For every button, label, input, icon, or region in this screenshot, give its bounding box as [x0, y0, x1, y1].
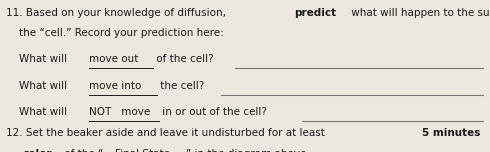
Text: What will: What will [6, 107, 70, 117]
Text: color: color [23, 149, 52, 152]
Text: Final State: Final State [116, 149, 171, 152]
Text: of the “: of the “ [61, 149, 103, 152]
Text: 11. Based on your knowledge of diffusion,: 11. Based on your knowledge of diffusion… [6, 8, 229, 18]
Text: the cell?: the cell? [156, 81, 204, 91]
Text: move: move [118, 107, 150, 117]
Text: what will happen to the substances inside and outside of: what will happen to the substances insid… [348, 8, 490, 18]
Text: predict: predict [294, 8, 336, 18]
Text: the “cell.” Record your prediction here:: the “cell.” Record your prediction here: [6, 28, 223, 38]
Text: of the cell?: of the cell? [153, 54, 213, 64]
Text: NOT: NOT [89, 107, 111, 117]
Text: in or out of the cell?: in or out of the cell? [159, 107, 267, 117]
Text: 12. Set the beaker aside and leave it undisturbed for at least: 12. Set the beaker aside and leave it un… [6, 128, 328, 138]
Text: What will: What will [6, 81, 70, 91]
Text: move into: move into [89, 81, 141, 91]
Text: move out: move out [89, 54, 138, 64]
Text: What will: What will [6, 54, 70, 64]
Text: ” in the diagram above.: ” in the diagram above. [186, 149, 310, 152]
Text: 5 minutes: 5 minutes [421, 128, 480, 138]
